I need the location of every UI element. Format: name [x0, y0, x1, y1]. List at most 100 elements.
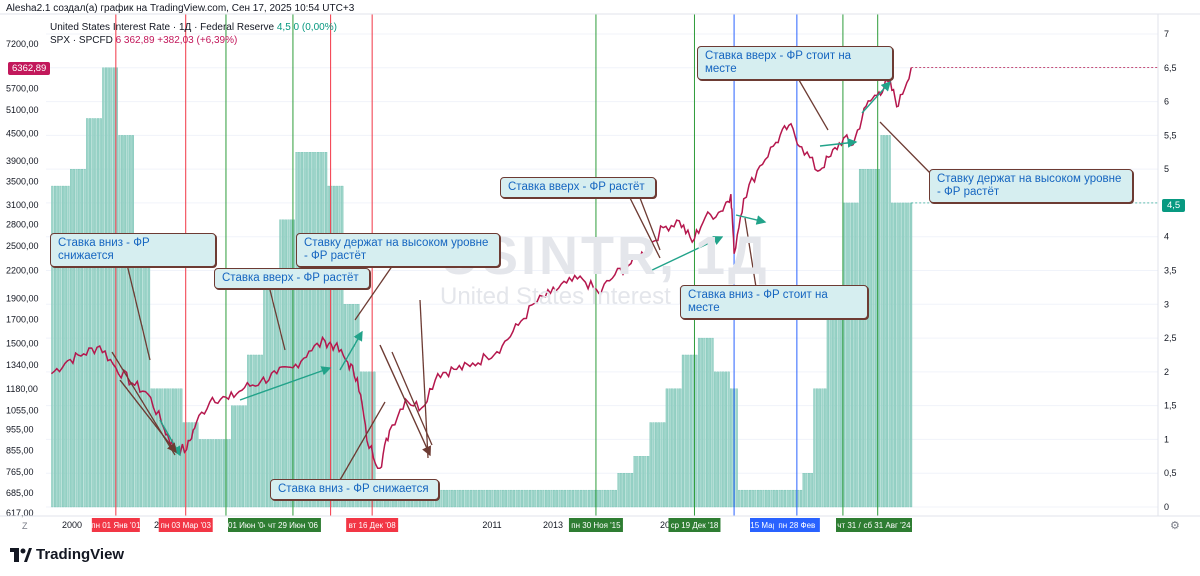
- left-axis-tick: 2200,00: [6, 265, 39, 275]
- rate-bar: [687, 354, 690, 508]
- annotation-rate-up-1[interactable]: Ставка вверх - ФР растёт: [214, 268, 370, 289]
- rate-bar: [708, 337, 711, 508]
- rate-bar: [182, 422, 185, 508]
- rate-bar: [265, 287, 269, 508]
- annotation-rate-down-1[interactable]: Ставка вниз - ФР снижается: [50, 233, 216, 267]
- rate-bar: [354, 304, 357, 508]
- footer-brand[interactable]: TradingView: [10, 546, 124, 563]
- legend-rate[interactable]: United States Interest Rate · 1Д · Feder…: [50, 22, 337, 33]
- annotation-rate-down-3[interactable]: Ставка вниз - ФР стоит на месте: [680, 285, 868, 319]
- left-axis-tick: 5100,00: [6, 105, 39, 115]
- left-axis-tick: 1055,00: [6, 406, 39, 416]
- rate-bar: [244, 405, 247, 508]
- gear-icon[interactable]: ⚙: [1170, 520, 1180, 532]
- rate-bar: [241, 405, 245, 508]
- decline-arrow: [379, 344, 431, 457]
- annotation-rate-down-2[interactable]: Ставка вниз - ФР снижается: [270, 479, 439, 500]
- rate-bar: [681, 354, 685, 508]
- rate-bar: [869, 168, 872, 508]
- rate-bar: [883, 135, 886, 508]
- rate-bar: [646, 456, 650, 508]
- rate-bar: [818, 388, 821, 508]
- rate-bar: [574, 489, 577, 508]
- rate-bar: [840, 287, 843, 508]
- legend-rate-name: United States Interest Rate · 1Д · Feder…: [50, 22, 275, 33]
- rate-bar: [671, 388, 674, 508]
- rate-bar: [593, 489, 596, 508]
- rate-bar: [453, 489, 456, 508]
- rate-bar: [373, 371, 376, 508]
- rate-bar: [367, 371, 371, 508]
- rate-bar: [201, 439, 204, 508]
- rate-bar: [287, 219, 290, 508]
- legend-spx[interactable]: SPX · SPCFD 6 362,89 +382,03 (+6,39%): [50, 35, 237, 46]
- rate-bar: [67, 185, 70, 508]
- rate-bar: [824, 388, 827, 508]
- rate-bar: [110, 67, 113, 508]
- rate-bar: [102, 67, 105, 508]
- rate-bar: [606, 489, 609, 508]
- rate-bar: [80, 168, 84, 508]
- rate-bar: [78, 168, 81, 508]
- rate-bar: [773, 489, 776, 508]
- rate-bar: [104, 67, 108, 508]
- grid-layer: [46, 33, 1158, 508]
- rate-bar: [904, 202, 907, 508]
- rate-bar: [485, 489, 489, 508]
- rate-bar: [303, 152, 306, 508]
- rate-bar: [228, 439, 231, 508]
- annotation-hold-high-1[interactable]: Ставку держат на высоком уровне - ФР рас…: [296, 233, 500, 267]
- rate-bar: [531, 489, 534, 508]
- annotation-rate-up-2[interactable]: Ставка вверх - ФР растёт: [500, 177, 656, 198]
- rate-bar: [206, 439, 210, 508]
- rate-bar: [220, 439, 223, 508]
- rate-bar: [255, 354, 258, 508]
- x-axis-year: 2013: [543, 520, 563, 530]
- rate-bar: [239, 405, 242, 508]
- rate-bar: [134, 253, 137, 508]
- axis-layer: 7 6,5 6 5,5 5 4,5 4 3,5 3 2,5 2 1,5 1 0,5 0 7200,00 5700…: [0, 13, 1200, 532]
- rate-bar: [107, 67, 110, 508]
- rate-bar: [56, 185, 59, 508]
- date-marker-label: чт 31 /: [837, 521, 861, 530]
- annotation-rate-up-3[interactable]: Ставка вверх - ФР стоит на месте: [697, 46, 893, 80]
- zoom-button[interactable]: Z: [22, 521, 28, 531]
- rate-bar: [96, 118, 100, 508]
- rate-bar: [282, 219, 285, 508]
- callout-leader-line: [744, 217, 757, 288]
- rate-bar: [700, 337, 703, 508]
- rate-bar: [706, 337, 709, 508]
- rate-bar: [217, 439, 220, 508]
- rate-bar: [679, 388, 682, 508]
- date-marker-label: вт 16 Дек '08: [349, 521, 397, 530]
- rate-bar: [139, 253, 143, 508]
- rate-bar: [550, 489, 553, 508]
- rate-bar: [483, 489, 486, 508]
- rate-bar: [858, 168, 862, 508]
- rate-bar: [193, 422, 196, 508]
- rate-bar: [553, 489, 556, 508]
- rate-bar: [443, 489, 446, 508]
- rate-bar: [652, 422, 655, 508]
- rate-bar: [832, 287, 835, 508]
- rate-bar: [72, 168, 75, 508]
- rate-bar: [826, 287, 829, 508]
- rate-bar: [665, 388, 668, 508]
- rate-bar: [697, 337, 701, 508]
- right-axis-tick: 2: [1164, 367, 1169, 377]
- rate-bar: [807, 473, 811, 508]
- rate-bar: [569, 489, 572, 508]
- chart-svg: 7 6,5 6 5,5 5 4,5 4 3,5 3 2,5 2 1,5 1 0,5 0 7200,00 5700…: [0, 13, 1200, 532]
- rate-bar: [249, 354, 253, 508]
- rate-bar: [612, 489, 615, 508]
- right-axis-tick: 0: [1164, 502, 1169, 512]
- rate-bar: [644, 456, 647, 508]
- rate-bar: [638, 456, 642, 508]
- rate-bar: [909, 202, 913, 508]
- rate-bar: [609, 489, 612, 508]
- rate-bar: [735, 388, 738, 508]
- rate-bar: [810, 473, 813, 508]
- annotation-hold-high-2[interactable]: Ставку держат на высоком уровне - ФР рас…: [929, 169, 1133, 203]
- rate-bar: [821, 388, 824, 508]
- rate-bar: [907, 202, 910, 508]
